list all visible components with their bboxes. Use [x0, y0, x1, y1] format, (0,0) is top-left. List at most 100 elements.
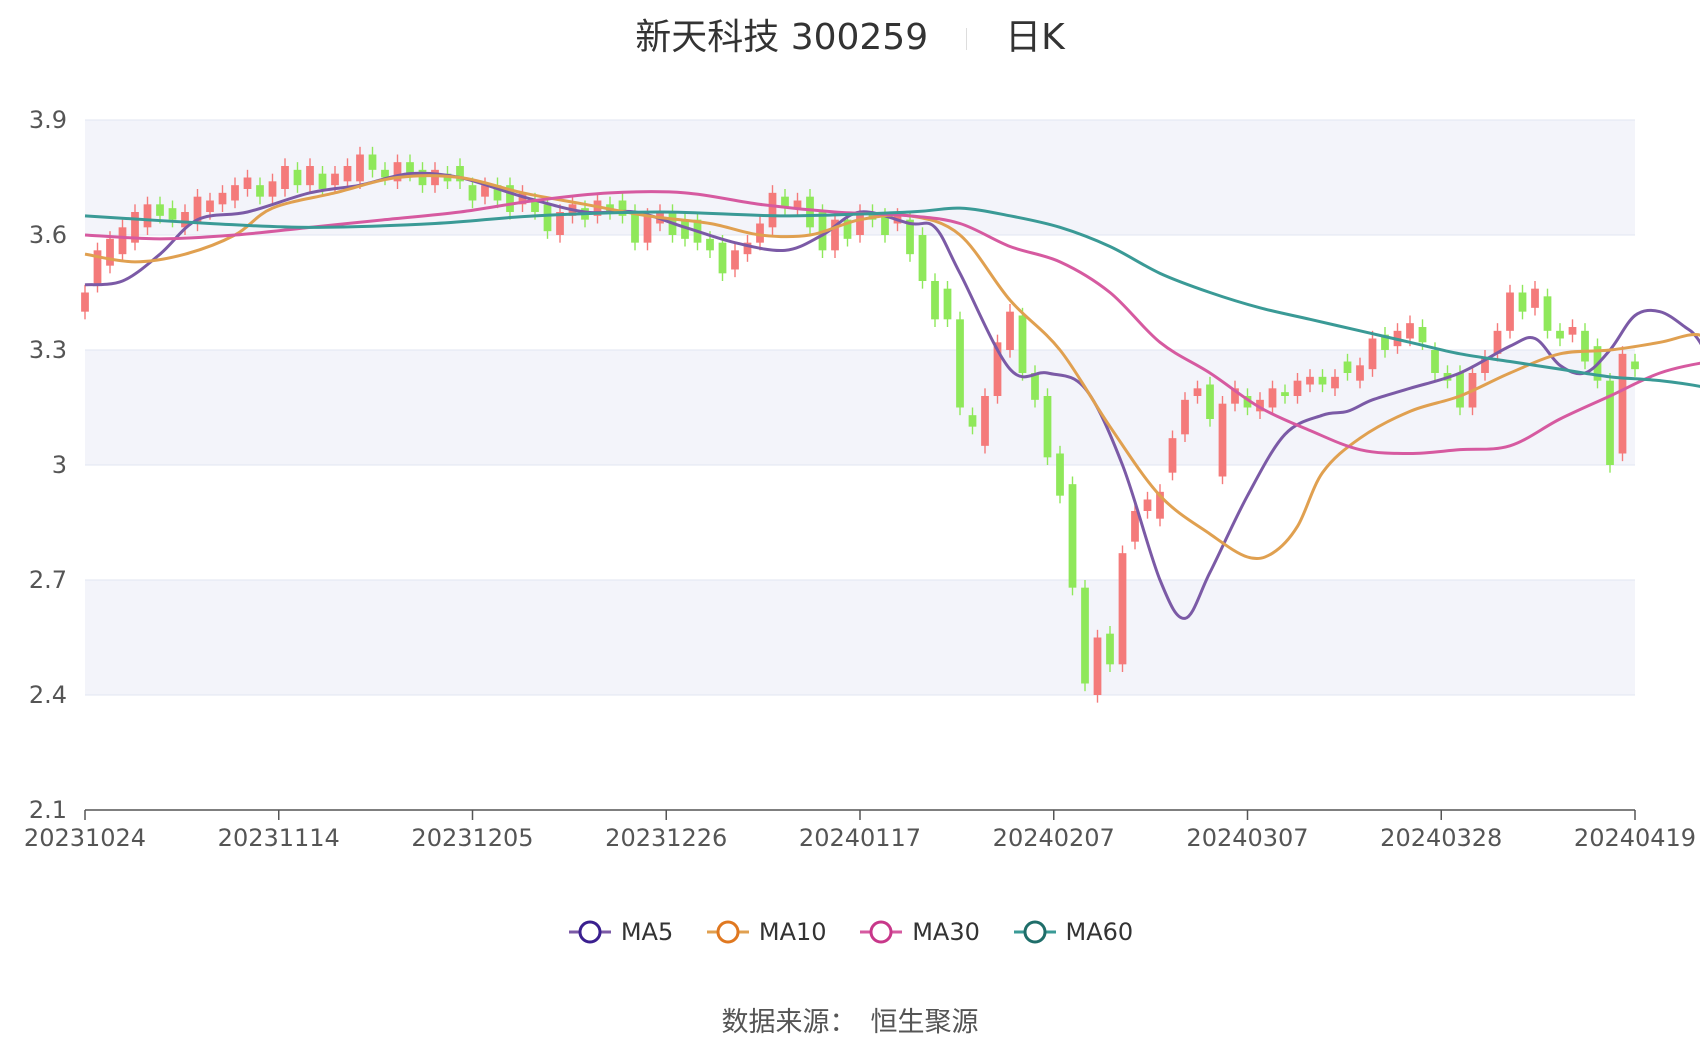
x-tick-label: 20231114 — [218, 824, 340, 852]
candle-body — [981, 396, 989, 446]
x-tick-label: 20231226 — [605, 824, 727, 852]
candle-body — [243, 177, 252, 189]
candle-body — [131, 212, 139, 243]
candle-body — [906, 219, 914, 255]
candle-body — [1131, 511, 1139, 542]
legend-swatch-ma30 — [860, 920, 903, 944]
y-tick-label: 2.1 — [29, 796, 67, 824]
candle-body — [1181, 399, 1189, 435]
candle-body — [1168, 438, 1177, 473]
candle-body — [468, 185, 477, 201]
candle-body — [1293, 380, 1302, 396]
stock-name: 新天科技 300259 — [635, 17, 929, 58]
period-label: 日K — [1005, 17, 1065, 58]
candle-body — [1118, 553, 1127, 665]
candle-body — [1493, 330, 1502, 354]
x-tick-label: 20231205 — [411, 824, 533, 852]
legend-item-ma5[interactable]: MA5 — [567, 918, 673, 946]
ma-line-ma10 — [84, 174, 1700, 561]
candle-body — [318, 173, 327, 189]
candle-body — [1606, 380, 1614, 465]
chart-title: 新天科技 300259 日K — [0, 8, 1700, 60]
candle-body — [856, 212, 864, 235]
candle-body — [543, 204, 552, 232]
candle-body — [1331, 376, 1339, 389]
candle-body — [1068, 484, 1077, 588]
y-tick-label: 3.6 — [29, 221, 67, 249]
candle-body — [331, 173, 339, 186]
y-tick-label: 2.4 — [29, 681, 67, 709]
candle-body — [706, 238, 714, 251]
x-tick-label: 20240307 — [1186, 824, 1308, 852]
candle-body — [281, 166, 289, 189]
candle-body — [1368, 338, 1377, 370]
candle-body — [1631, 361, 1639, 370]
candle-body — [343, 166, 352, 182]
candle-body — [743, 242, 752, 255]
legend-item-ma30[interactable]: MA30 — [858, 918, 980, 946]
candle-body — [956, 319, 964, 408]
candle-body — [1343, 361, 1352, 373]
title-divider — [966, 28, 968, 50]
legend-label-ma60: MA60 — [1065, 918, 1134, 946]
candle-body — [618, 200, 627, 216]
y-tick-label: 2.7 — [29, 566, 67, 594]
data-source: 数据来源： 恒生聚源 — [0, 1000, 1700, 1039]
candle-body — [1268, 388, 1277, 408]
candle-body — [356, 154, 364, 182]
candle-body — [393, 162, 402, 182]
candle-body — [1418, 327, 1427, 343]
candle-body — [1618, 353, 1627, 454]
candle-body — [81, 292, 89, 312]
legend-item-ma10[interactable]: MA10 — [705, 918, 827, 946]
candle-body — [1231, 388, 1239, 404]
candle-body — [493, 185, 502, 201]
grid-band — [85, 350, 1635, 465]
candle-body — [1518, 292, 1527, 312]
candle-body — [731, 250, 739, 270]
candle-body — [556, 212, 564, 235]
legend-swatch-ma5 — [568, 920, 611, 944]
candle-body — [518, 192, 527, 205]
x-tick-label: 20231024 — [24, 824, 146, 852]
candle-body — [406, 162, 414, 174]
candle-body — [1056, 453, 1064, 496]
x-tick-label: 20240328 — [1380, 824, 1502, 852]
y-tick-label: 3.9 — [29, 106, 67, 134]
candle-body — [256, 185, 264, 197]
candle-body — [1281, 392, 1289, 396]
ma-line-ma60 — [84, 206, 1700, 388]
candle-body — [206, 200, 214, 212]
candle-body — [1143, 499, 1152, 511]
candle-body — [531, 200, 539, 212]
candle-body — [931, 281, 939, 320]
candle-body — [306, 166, 314, 186]
source-label: 数据来源： — [721, 1007, 857, 1038]
candle-body — [231, 185, 239, 201]
candle-body — [1431, 350, 1439, 373]
candle-body — [756, 223, 764, 243]
candle-body — [968, 415, 977, 427]
candle-body — [418, 169, 427, 186]
candle-body — [118, 227, 127, 255]
candle-body — [806, 196, 814, 228]
candle-body — [268, 181, 277, 197]
candle-body — [1406, 323, 1414, 339]
candle-body — [193, 196, 202, 224]
y-tick-label: 3 — [52, 451, 67, 479]
legend-item-ma60[interactable]: MA60 — [1012, 918, 1134, 946]
candle-body — [181, 212, 189, 228]
candle-body — [1506, 292, 1514, 331]
candle-body — [1043, 396, 1052, 458]
candle-body — [843, 219, 852, 239]
x-tick-label: 20240117 — [799, 824, 921, 852]
candle-body — [781, 196, 789, 209]
candle-body — [768, 192, 777, 228]
candle-body — [1106, 633, 1114, 665]
candle-body — [1531, 288, 1539, 308]
candle-body — [1006, 311, 1014, 350]
candle-body — [293, 169, 302, 186]
candle-body — [1456, 373, 1464, 408]
